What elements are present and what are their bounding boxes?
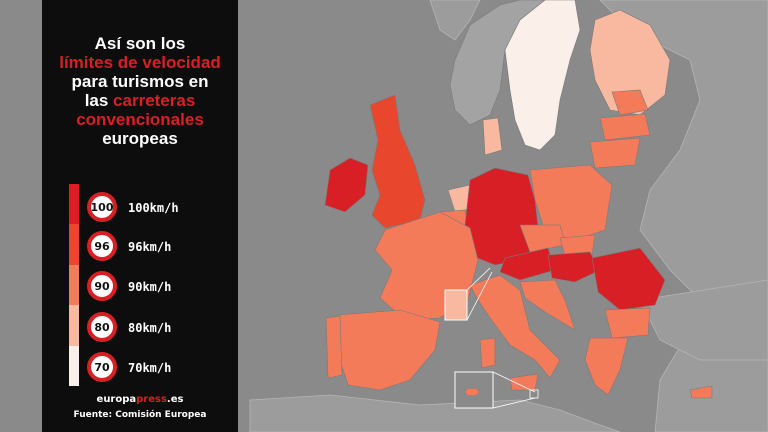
country-cyprus [689, 385, 713, 399]
speed-sign-icon: 100 [87, 192, 117, 222]
country-bulgaria [604, 307, 651, 339]
country-greece [584, 337, 629, 396]
scale-swatch-70 [69, 345, 79, 386]
country-ireland [324, 157, 369, 213]
brand-logo: europapress.es [96, 394, 184, 405]
country-croatia [519, 279, 576, 331]
legend-label: 96km/h [128, 240, 172, 254]
legend-panel: Así son los límites de velocidad para tu… [42, 0, 238, 432]
scale-swatch-100 [69, 184, 79, 225]
country-portugal [325, 315, 343, 379]
country-estonia [611, 89, 649, 116]
country-denmark [482, 117, 503, 156]
country-sweden [504, 0, 581, 151]
country-germany [464, 167, 541, 266]
color-scale-bar [69, 184, 79, 386]
speed-sign-icon: 90 [87, 271, 117, 301]
title-line-2: límites de velocidad [59, 53, 221, 72]
country-lithuania [589, 137, 641, 169]
speed-sign-icon: 96 [87, 231, 117, 261]
legend-label: 100km/h [128, 201, 179, 215]
legend-label: 70km/h [128, 361, 172, 375]
source-note: Fuente: Comisión Europea [73, 410, 207, 420]
country-sardinia [479, 337, 496, 369]
speed-sign-icon: 80 [87, 312, 117, 342]
scale-swatch-90 [69, 264, 79, 306]
country-romania [591, 247, 666, 311]
country-hungary [547, 251, 601, 283]
title-line-3: para turismos en [71, 72, 209, 91]
title-line-4: las carreteras [84, 91, 196, 110]
legend-label: 80km/h [128, 321, 172, 335]
country-poland [529, 164, 613, 241]
speed-sign-icon: 70 [87, 352, 117, 382]
scale-swatch-80 [69, 305, 79, 346]
country-spain [337, 309, 441, 391]
scale-swatch-96 [69, 224, 79, 265]
country-italy [469, 274, 561, 379]
map-title: Así son los límites de velocidad para tu… [42, 34, 238, 148]
title-line-6: europeas [102, 129, 178, 148]
title-line-5: convencionales [76, 110, 204, 129]
legend-label: 90km/h [128, 280, 172, 294]
country-latvia [599, 113, 651, 141]
country-finland [589, 9, 671, 116]
country-austria [499, 247, 556, 281]
title-line-1: Así son los [94, 34, 186, 53]
